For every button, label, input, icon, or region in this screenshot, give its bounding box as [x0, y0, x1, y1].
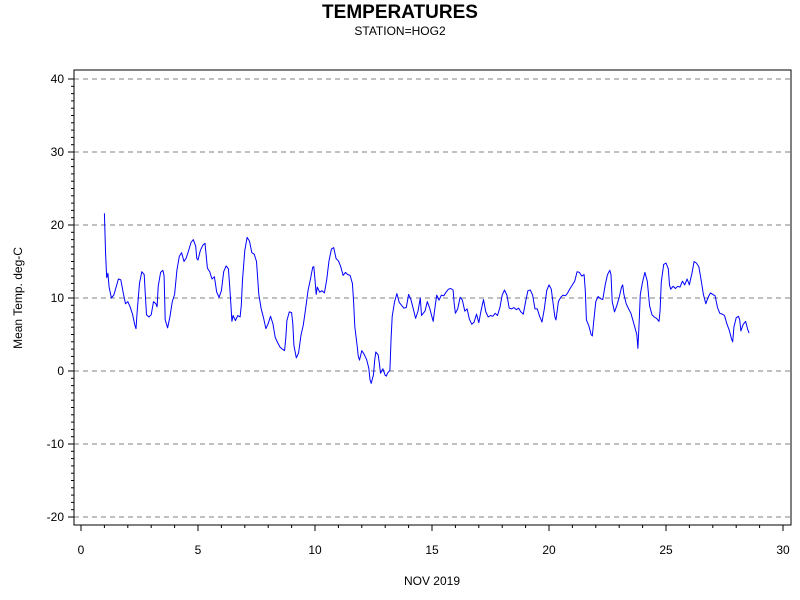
x-tick-label: 30: [776, 543, 790, 557]
y-axis-label: Mean Temp. deg-C: [11, 247, 25, 349]
plot-frame: [73, 69, 792, 526]
y-tick-label: -20: [47, 510, 65, 524]
tick-labels: -20 -10 0 10 20 30 40 0 5 10 15 20 25 30: [47, 72, 790, 557]
x-tick-label: 20: [542, 543, 556, 557]
chart-title: TEMPERATURES: [322, 2, 478, 23]
y-tick-label: 30: [51, 145, 65, 159]
y-tick-label: -10: [47, 437, 65, 451]
x-tick-label: 15: [425, 543, 439, 557]
y-tick-label: 0: [57, 364, 64, 378]
y-tick-label: 20: [51, 218, 65, 232]
x-tick-label: 5: [195, 543, 202, 557]
series-line-temperature: [103, 213, 750, 384]
x-tick-label: 10: [308, 543, 322, 557]
y-tick-label: 10: [51, 291, 65, 305]
x-axis-label: NOV 2019: [404, 574, 460, 588]
x-tick-label: 0: [78, 543, 85, 557]
x-tick-label: 25: [659, 543, 673, 557]
series-layer: [103, 213, 750, 384]
grid-lines: [74, 78, 791, 518]
major-ticks: [68, 78, 784, 531]
y-tick-label: 40: [51, 72, 65, 86]
chart-subtitle: STATION=HOG2: [354, 24, 446, 38]
